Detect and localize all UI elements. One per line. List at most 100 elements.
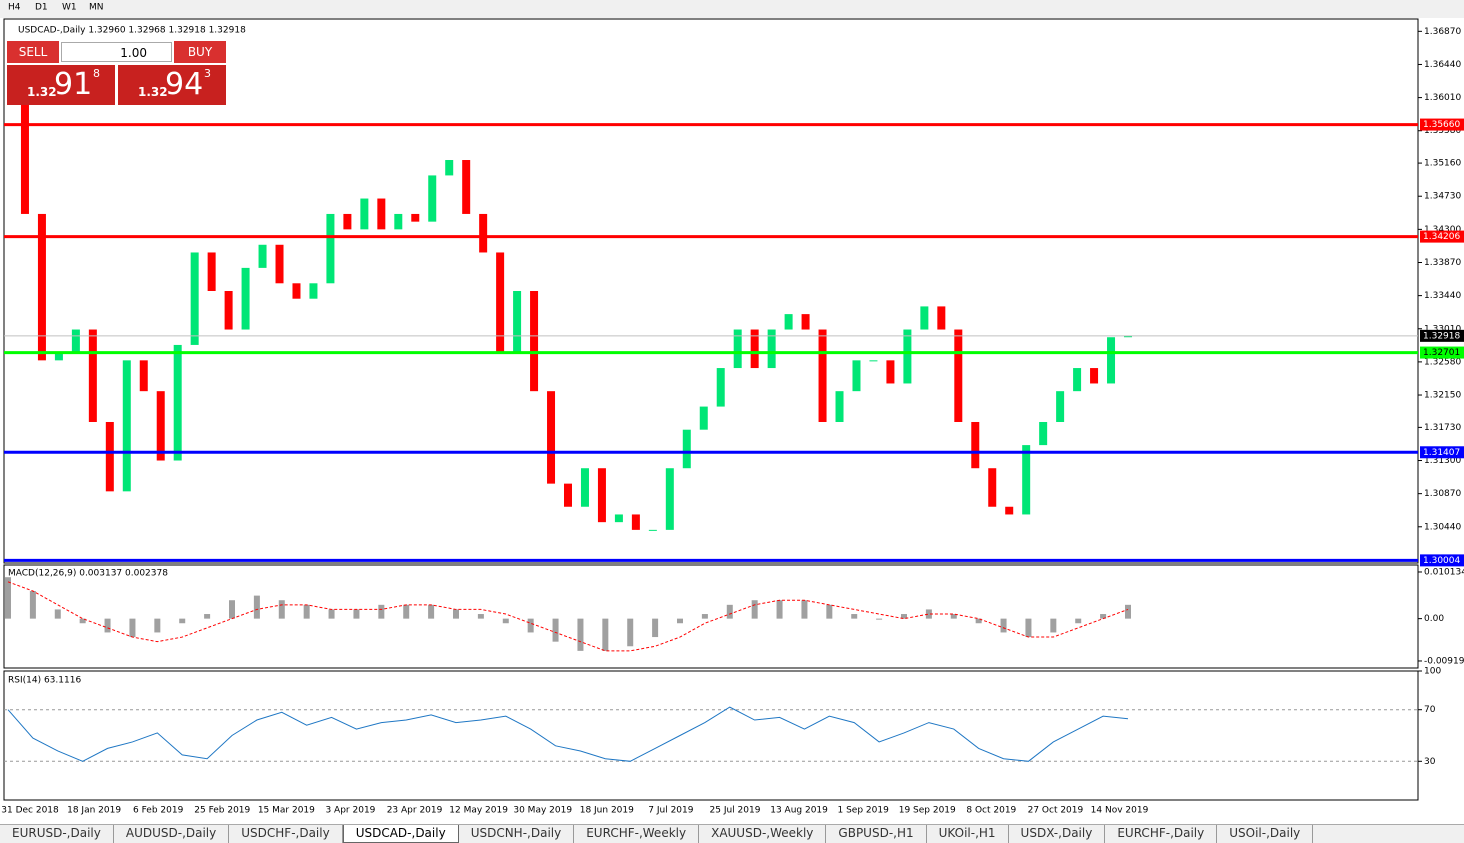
sell-button[interactable]: SELL [7, 41, 59, 63]
candle [20, 82, 29, 214]
candle [54, 352, 63, 361]
macd-pane [3, 564, 1419, 669]
x-tick-label: 30 May 2019 [513, 806, 572, 816]
candle [886, 360, 895, 384]
macd-bar [1025, 618, 1032, 638]
macd-bar [278, 600, 285, 619]
timeframe-button[interactable]: D1 [35, 3, 48, 13]
sell-price[interactable]: 1.32 91 8 [7, 65, 115, 105]
macd-bar [229, 600, 235, 619]
candle [88, 329, 97, 422]
level-box [1420, 118, 1464, 131]
candle [954, 329, 963, 422]
macd-bar [677, 618, 683, 624]
candle [1056, 391, 1065, 422]
candle [547, 391, 556, 484]
candle [1107, 337, 1116, 384]
candle [496, 252, 505, 353]
tab-bar: EURUSD-,Daily AUDUSD-,Daily USDCHF-,Daily U… [0, 824, 1464, 843]
macd-bar [378, 604, 385, 619]
candle [648, 529, 657, 531]
chart-tab[interactable]: USDCHF-,Daily [229, 825, 343, 843]
buy-price[interactable]: 1.32 94 3 [118, 65, 226, 105]
chart-tab[interactable]: XAUUSD-,Weekly [699, 825, 827, 843]
y-tick-label: 1.36870 [1424, 27, 1461, 37]
macd-bar [5, 577, 11, 619]
chart-tab[interactable]: USDCNH-,Daily [459, 825, 575, 843]
rsi-title: RSI(14) 63.1116 [8, 676, 81, 686]
macd-title: MACD(12,26,9) 0.003137 0.002378 [8, 569, 168, 579]
x-tick-label: 19 Sep 2019 [899, 806, 956, 816]
macd-bar [975, 618, 982, 624]
candle [869, 360, 878, 362]
chart-tab[interactable]: USOil-,Daily [1217, 825, 1314, 843]
chart-tab[interactable]: GBPUSD-,H1 [826, 825, 927, 843]
chart-tab[interactable]: AUDUSD-,Daily [114, 825, 230, 843]
candle [1124, 335, 1132, 338]
macd-bar [154, 618, 161, 633]
chart-tab[interactable]: EURUSD-,Daily [0, 825, 114, 843]
y-tick-label: 70 [1424, 705, 1436, 715]
price-small: 3 [204, 67, 211, 80]
price-pane [3, 18, 1419, 564]
macd-bar [527, 618, 534, 633]
timeframe-button[interactable]: H4 [8, 3, 21, 13]
candle [37, 213, 46, 361]
candle [394, 213, 403, 230]
candle [971, 421, 980, 469]
candle [716, 368, 725, 407]
x-tick-label: 3 Apr 2019 [325, 806, 375, 816]
macd-bar [502, 618, 509, 624]
chart-tab[interactable]: USDX-,Daily [1009, 825, 1106, 843]
candle [937, 306, 946, 330]
x-tick-label: 7 Jul 2019 [648, 806, 693, 816]
candle [275, 244, 284, 284]
x-tick-label: 25 Feb 2019 [194, 806, 250, 816]
macd-bar [577, 618, 584, 651]
macd-bar [701, 614, 708, 619]
candle [241, 267, 250, 330]
candle [71, 329, 80, 353]
macd-bar [79, 618, 86, 624]
chart-tab[interactable]: EURCHF-,Weekly [574, 825, 700, 843]
y-tick-label: -0.009194 [1424, 656, 1464, 666]
level-box [1420, 446, 1464, 459]
macd-bar [179, 618, 186, 624]
x-tick-label: 23 Apr 2019 [387, 806, 443, 816]
macd-bar [925, 609, 932, 619]
x-tick-label: 15 Mar 2019 [258, 806, 315, 816]
level-label: 1.32701 [1423, 348, 1460, 358]
y-tick-label: 1.34300 [1424, 225, 1461, 235]
macd-bar [1100, 614, 1107, 619]
candle [309, 283, 318, 299]
lot-input[interactable]: 1.00 [61, 42, 172, 62]
y-tick-label: 0.00 [1424, 614, 1444, 624]
chart-tab[interactable]: USDCAD-,Daily [342, 825, 459, 843]
chart-title: USDCAD-,Daily 1.32960 1.32968 1.32918 1.… [18, 26, 246, 36]
chart-tab[interactable]: UKOil-,H1 [927, 825, 1009, 843]
x-tick-label: 8 Oct 2019 [966, 806, 1016, 816]
y-tick-label: 1.36440 [1424, 60, 1461, 70]
x-tick-label: 27 Oct 2019 [1028, 806, 1084, 816]
macd-bar [1050, 618, 1057, 633]
x-tick-label: 6 Feb 2019 [133, 806, 184, 816]
candle [207, 252, 216, 291]
candle [156, 391, 165, 461]
candle [360, 198, 369, 230]
level-label: 1.31407 [1423, 448, 1460, 458]
macd-bar [826, 604, 833, 619]
buy-button[interactable]: BUY [174, 41, 226, 63]
candle [105, 421, 114, 492]
x-tick-label: 25 Jul 2019 [710, 806, 761, 816]
macd-bar [602, 618, 609, 651]
timeframe-button[interactable]: MN [89, 3, 104, 13]
y-tick-label: 1.33870 [1424, 258, 1461, 268]
chart-tab[interactable]: EURCHF-,Daily [1105, 825, 1218, 843]
level-label: 1.34206 [1423, 232, 1460, 242]
y-tick-label: 1.31300 [1424, 456, 1461, 466]
price-main: 94 [165, 67, 204, 102]
timeframe-button[interactable]: W1 [62, 3, 77, 13]
candle [818, 329, 827, 422]
x-tick-label: 14 Nov 2019 [1091, 806, 1149, 816]
